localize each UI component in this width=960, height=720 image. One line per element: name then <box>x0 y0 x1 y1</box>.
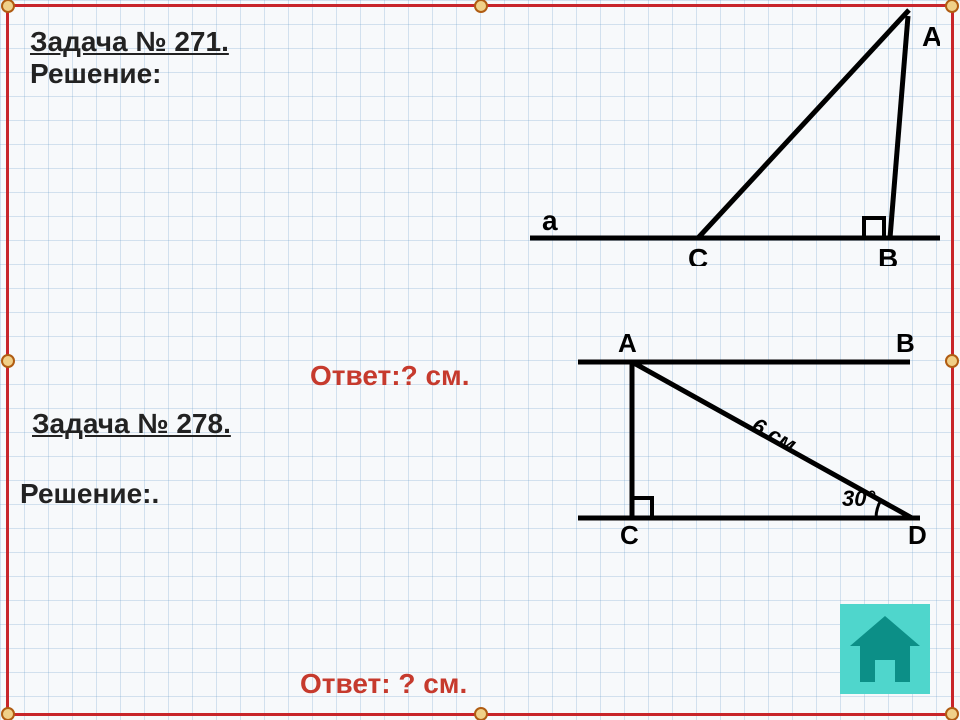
task271-solution-label: Решение: <box>30 58 229 90</box>
home-icon <box>840 604 930 694</box>
slide: Задача № 271. Решение: А а С В Ответ:? с… <box>0 0 960 720</box>
task278-svg: 30° 6 см А В С D <box>540 326 940 546</box>
task271-title: Задача № 271. <box>30 26 229 58</box>
frame-dot <box>474 707 488 720</box>
task278-title: Задача № 278. <box>32 408 231 440</box>
label-A: А <box>922 21 940 52</box>
label-B: В <box>878 243 898 266</box>
task271-figure: А а С В <box>530 6 940 266</box>
task271-block: Задача № 271. Решение: <box>30 26 229 90</box>
task278-figure: 30° 6 см А В С D <box>540 326 940 546</box>
label-C2: С <box>620 520 639 546</box>
frame-dot <box>945 707 959 720</box>
home-button[interactable] <box>840 604 930 694</box>
label-D2: D <box>908 520 927 546</box>
frame-dot <box>1 707 15 720</box>
frame-dot <box>945 354 959 368</box>
task271-svg: А а С В <box>530 6 940 266</box>
label-A2: А <box>618 328 637 358</box>
task278-answer: Ответ: ? см. <box>300 668 467 700</box>
label-a: а <box>542 205 558 236</box>
angle-label: 30° <box>842 486 875 511</box>
task271-answer: Ответ:? см. <box>310 360 470 392</box>
task278-solution-label: Решение:. <box>20 478 159 510</box>
frame-dot <box>1 354 15 368</box>
label-C: С <box>688 243 708 266</box>
label-B2: В <box>896 328 915 358</box>
